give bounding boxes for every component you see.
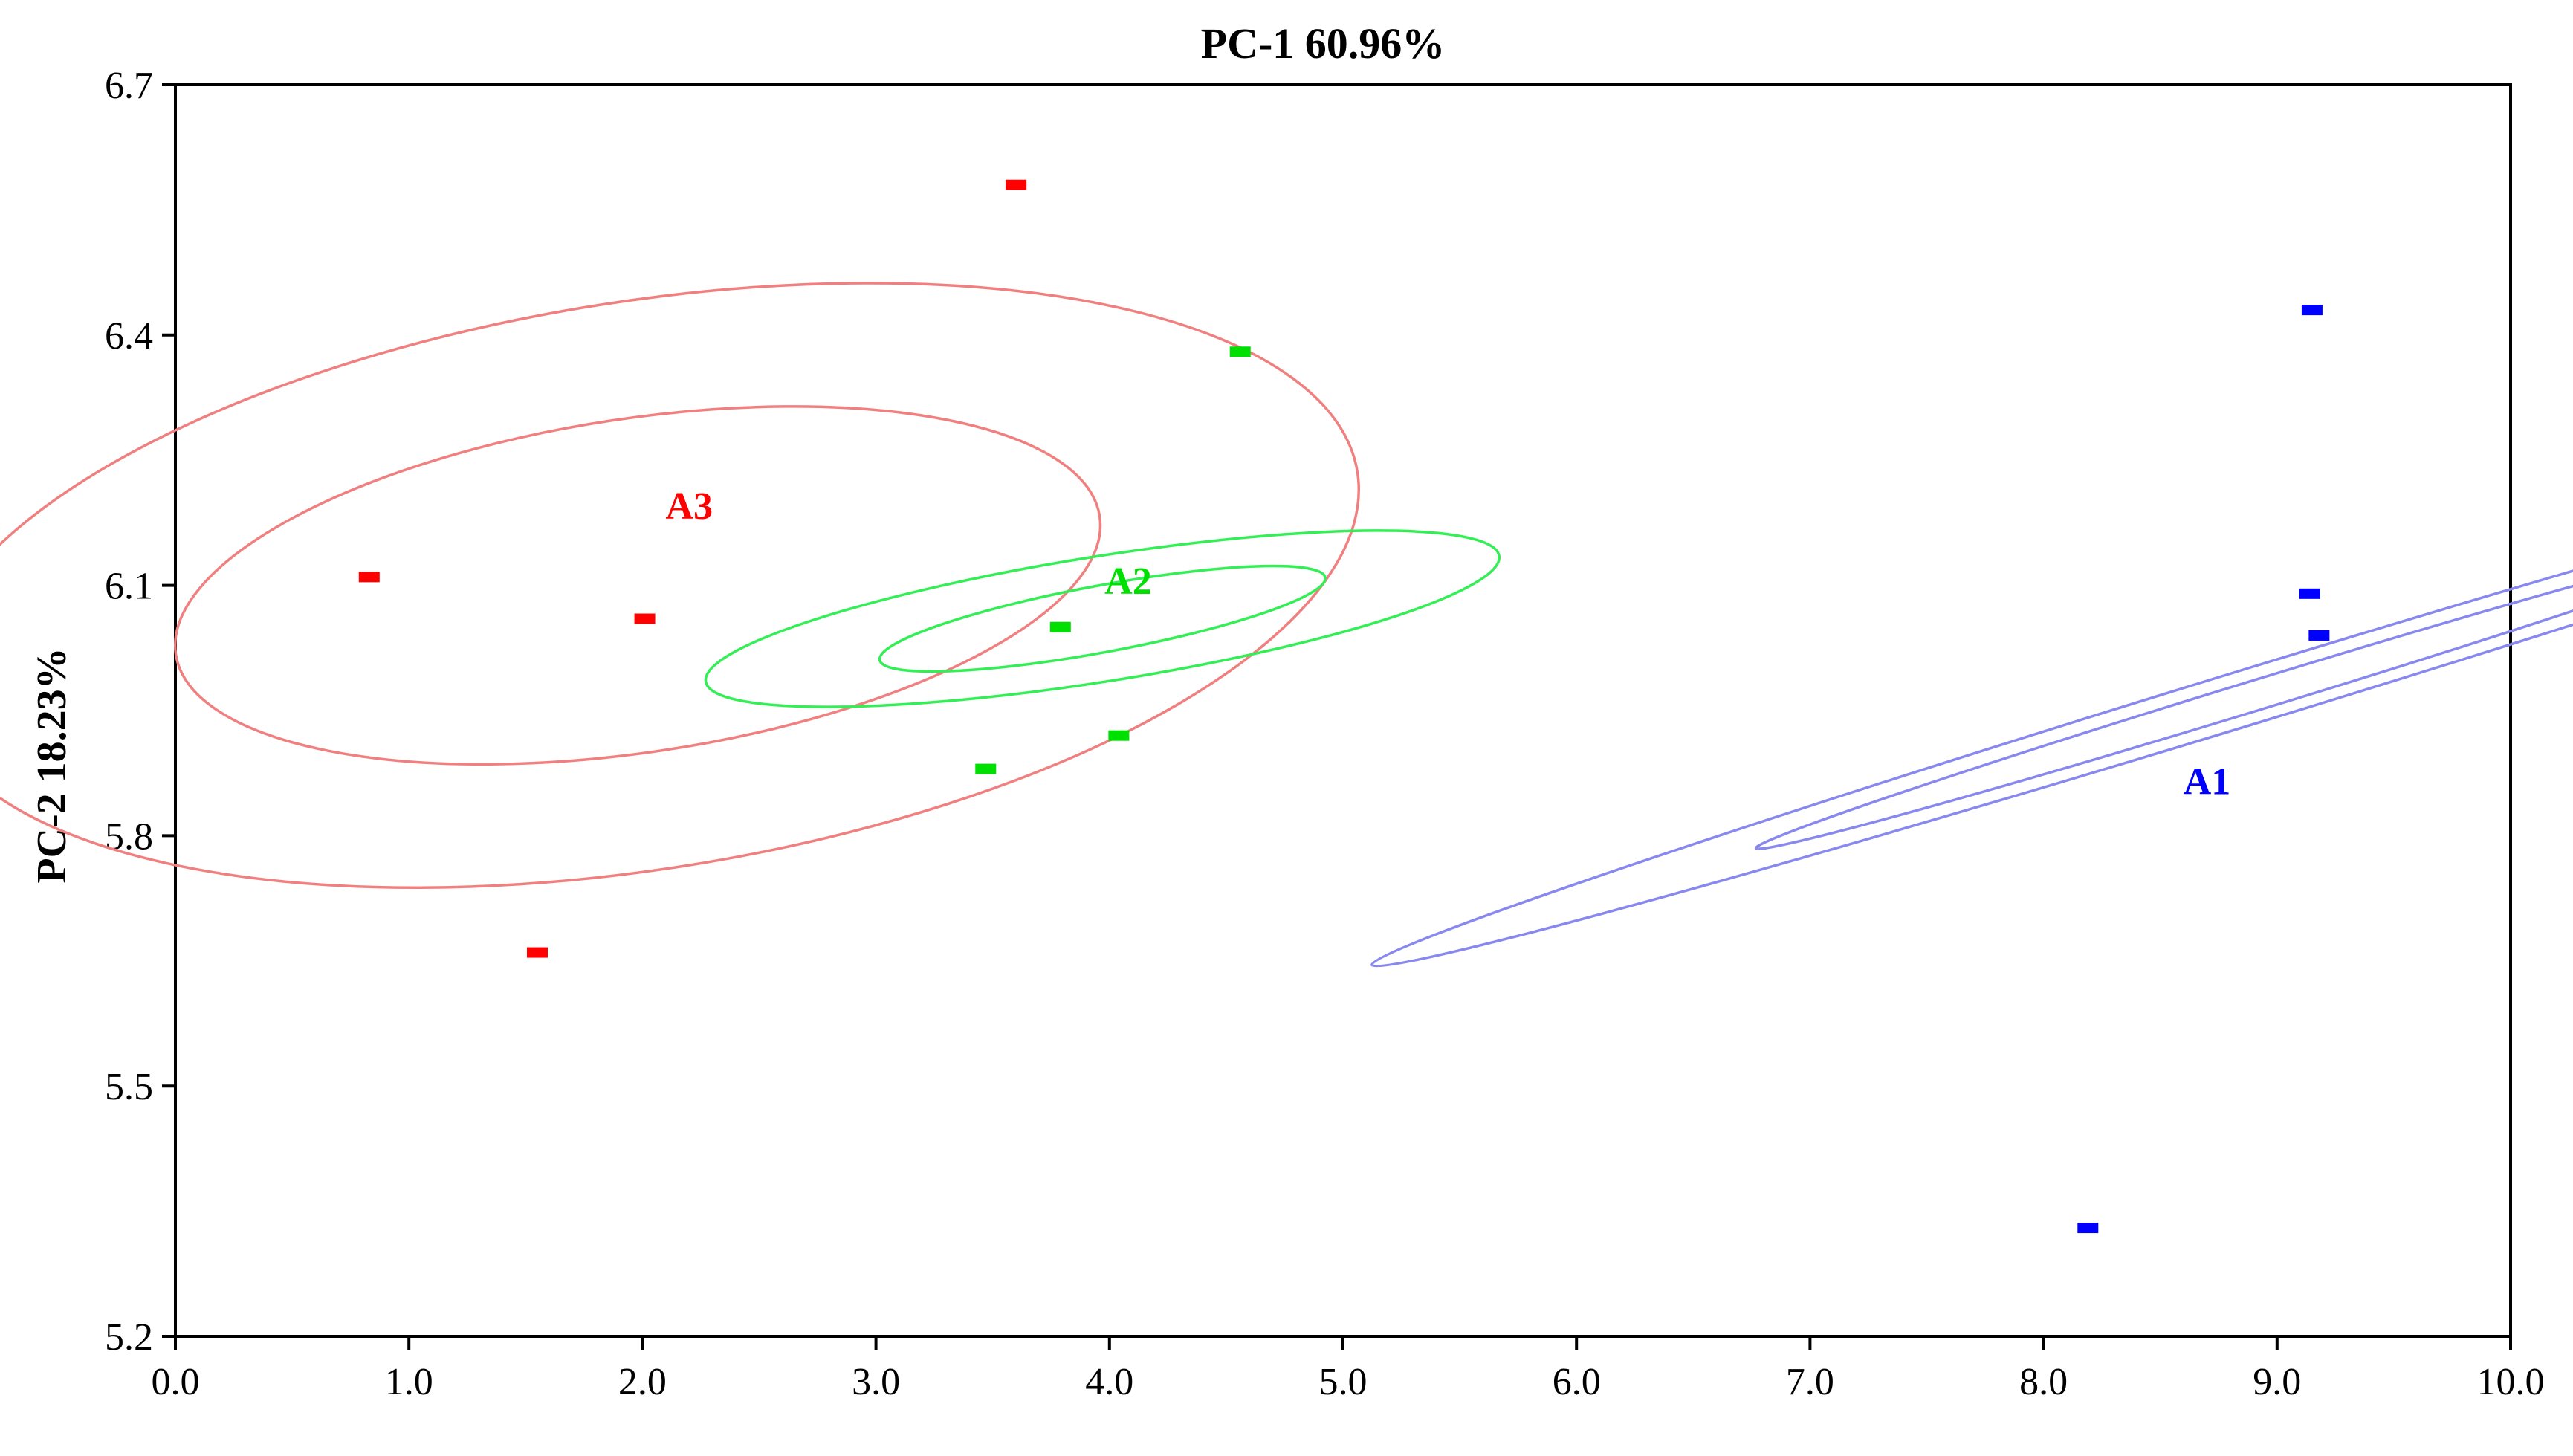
point-a2-2 (1049, 621, 1071, 632)
y-tick-label: 5.2 (105, 1316, 153, 1359)
y-tick-label: 6.1 (105, 566, 153, 608)
point-a2-4 (1229, 346, 1251, 357)
y-tick-label: 6.7 (105, 65, 153, 107)
point-a3-2 (634, 613, 656, 624)
x-tick-label: 8.0 (2019, 1361, 2068, 1403)
group-label-a1: A1 (2184, 760, 2231, 803)
y-tick-label: 5.8 (105, 815, 153, 858)
x-tick-label: 2.0 (618, 1361, 667, 1403)
chart-title: PC-1 60.96% (1201, 19, 1446, 68)
x-tick-label: 1.0 (385, 1361, 433, 1403)
x-tick-label: 6.0 (1553, 1361, 1601, 1403)
plot-area: 0.0 1.0 2.0 3.0 4.0 5.0 6.0 7.0 8.0 9.0 10.0 5.2 5.5… (0, 65, 2573, 1403)
x-tick-label: 10.0 (2477, 1361, 2545, 1403)
point-a3-4 (527, 947, 548, 958)
confidence-ellipse-a3-2 (0, 282, 1361, 889)
point-a1-4 (2077, 1223, 2099, 1234)
x-tick-label: 7.0 (1786, 1361, 1834, 1403)
plot-frame (174, 83, 2512, 1338)
y-tick-label: 6.4 (105, 315, 153, 357)
point-a1-1 (2301, 305, 2323, 316)
x-tick-label: 9.0 (2253, 1361, 2301, 1403)
x-tick-label: 0.0 (152, 1361, 200, 1403)
group-label-a2: A2 (1104, 560, 1152, 603)
group-label-a3: A3 (665, 485, 713, 528)
point-a1-2 (2299, 588, 2320, 599)
confidence-ellipse-a2-2 (704, 529, 1501, 708)
point-a3-1 (358, 572, 380, 583)
confidence-ellipse-a3-1 (173, 405, 1102, 766)
x-tick-label: 3.0 (852, 1361, 900, 1403)
confidence-ellipse-a2-1 (878, 564, 1327, 673)
point-a1-3 (2308, 630, 2330, 641)
y-axis-label: PC-2 18.23% (29, 647, 75, 883)
confidence-ellipse-a1-2 (1370, 420, 2573, 968)
point-a2-3 (1108, 730, 1130, 741)
y-tick-label: 5.5 (105, 1066, 153, 1108)
point-a2-1 (975, 763, 997, 774)
x-tick-label: 4.0 (1085, 1361, 1133, 1403)
x-tick-label: 5.0 (1319, 1361, 1368, 1403)
point-a3-3 (1006, 179, 1027, 190)
confidence-ellipse-a1-1 (1754, 537, 2573, 850)
